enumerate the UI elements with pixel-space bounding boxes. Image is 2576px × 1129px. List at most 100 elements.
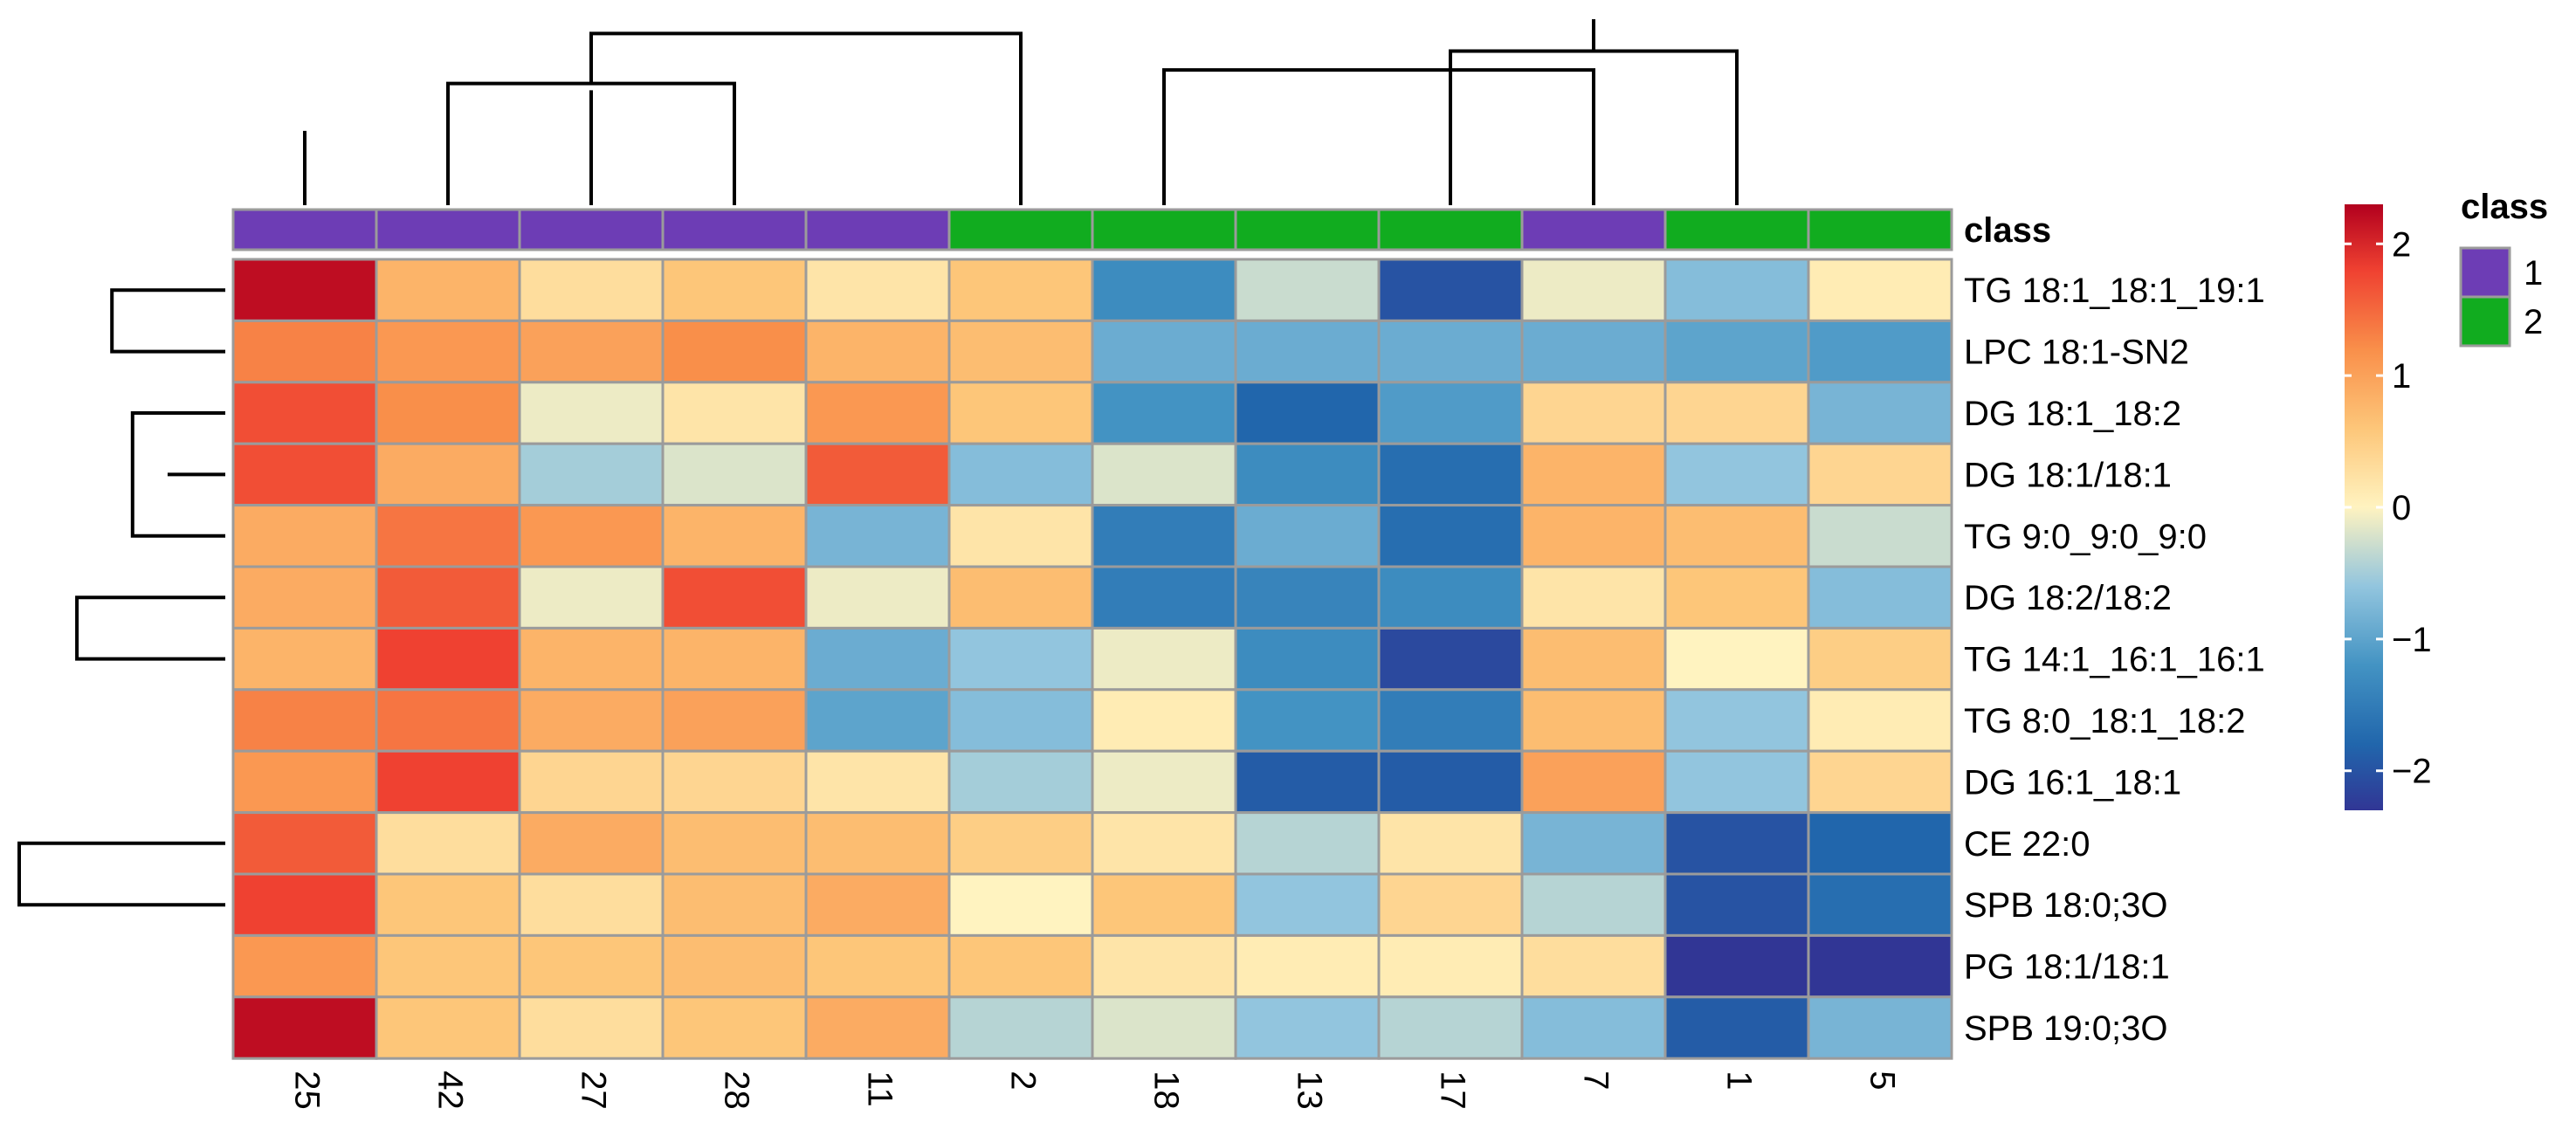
heatmap-cell-r0-c1 [375, 258, 521, 322]
heatmap-cell-r5-c5 [947, 565, 1094, 630]
heatmap-cell-r9-c6 [1091, 811, 1237, 876]
heatmap-cell-r7-c4 [804, 688, 951, 753]
heatmap-cell-r11-c8 [1377, 933, 1524, 999]
row-dendrogram-branch-10 [75, 595, 225, 661]
column-label: 27 [574, 1070, 612, 1110]
column-label: 2 [1003, 1070, 1042, 1090]
heatmap-cell-r12-c5 [947, 995, 1094, 1060]
heatmap-cell-r1-c2 [518, 319, 665, 384]
heatmap-cell-r2-c4 [804, 381, 951, 445]
heatmap-cell-r2-c7 [1234, 381, 1381, 445]
heatmap-cell-r8-c10 [1663, 749, 1810, 815]
heatmap-cell-r7-c7 [1234, 688, 1381, 753]
heatmap-cell-r1-c10 [1663, 319, 1810, 384]
heatmap-cell-r2-c8 [1377, 381, 1524, 445]
column-label: 1 [1719, 1070, 1758, 1090]
heatmap-cell-r12-c7 [1234, 995, 1381, 1060]
heatmap-cell-r11-c10 [1663, 933, 1810, 999]
heatmap-cell-r1-c0 [231, 319, 378, 384]
row-label: SPB 18:0;3O [1964, 886, 2167, 925]
heatmap-cell-r3-c11 [1807, 442, 1953, 507]
row-dendrogram-branch-5 [130, 411, 225, 538]
heatmap-cell-r5-c8 [1377, 565, 1524, 630]
heatmap-cell-r10-c5 [947, 872, 1094, 937]
heatmap-cell-r2-c6 [1091, 381, 1237, 445]
heatmap-cell-r2-c3 [661, 381, 808, 445]
heatmap-cell-r10-c8 [1377, 872, 1524, 937]
heatmap-cell-r3-c10 [1663, 442, 1810, 507]
row-label: TG 8:0_18:1_18:2 [1964, 702, 2245, 740]
heatmap-cell-r0-c8 [1377, 258, 1524, 322]
heatmap-cell-r6-c4 [804, 626, 951, 692]
row-label: SPB 19:0;3O [1964, 1009, 2167, 1048]
heatmap-cell-r9-c11 [1807, 811, 1953, 876]
heatmap-cell-r5-c10 [1663, 565, 1810, 630]
heatmap-cell-r7-c9 [1520, 688, 1667, 753]
heatmap-cell-r6-c3 [661, 626, 808, 692]
heatmap-cell-r4-c8 [1377, 504, 1524, 568]
heatmap-cell-r9-c1 [375, 811, 521, 876]
heatmap-cell-r1-c1 [375, 319, 521, 384]
heatmap-cell-r1-c7 [1234, 319, 1381, 384]
column-label: 17 [1433, 1070, 1471, 1110]
heatmap-cell-r11-c7 [1234, 933, 1381, 999]
heatmap-cell-r8-c6 [1091, 749, 1237, 815]
heatmap-cell-r12-c2 [518, 995, 665, 1060]
heatmap-cell-r12-c9 [1520, 995, 1667, 1060]
heatmap-cell-r11-c5 [947, 933, 1094, 999]
color-bar-tick-label: 2 [2392, 225, 2411, 264]
column-dendrogram-branch-6 [589, 31, 1023, 205]
heatmap-cell-r3-c8 [1377, 442, 1524, 507]
heatmap-cell-r10-c7 [1234, 872, 1381, 937]
color-bar-tick-label: 1 [2392, 357, 2411, 396]
heatmap-cell-r4-c10 [1663, 504, 1810, 568]
heatmap-cell-r8-c1 [375, 749, 521, 815]
heatmap-cell-r7-c5 [947, 688, 1094, 753]
heatmap-cell-r8-c7 [1234, 749, 1381, 815]
heatmap-cell-r2-c2 [518, 381, 665, 445]
heatmap-cell-r11-c1 [375, 933, 521, 999]
heatmap-cell-r2-c5 [947, 381, 1094, 445]
column-dendrogram-branch-10 [1162, 68, 1595, 205]
heatmap-cell-r7-c2 [518, 688, 665, 753]
heatmap-cell-r8-c2 [518, 749, 665, 815]
heatmap-cell-r4-c0 [231, 504, 378, 568]
row-label: DG 18:1_18:2 [1964, 395, 2181, 433]
row-label: LPC 18:1-SN2 [1964, 334, 2189, 372]
row-label: CE 22:0 [1964, 825, 2090, 864]
heatmap-cell-r0-c5 [947, 258, 1094, 322]
heatmap-cell-r4-c6 [1091, 504, 1237, 568]
heatmap-cell-r7-c6 [1091, 688, 1237, 753]
heatmap-cell-r9-c5 [947, 811, 1094, 876]
class-legend-swatch-1 [2459, 246, 2511, 299]
heatmap-cell-r1-c6 [1091, 319, 1237, 384]
heatmap-cell-r0-c11 [1807, 258, 1953, 322]
heatmap-cell-r2-c10 [1663, 381, 1810, 445]
heatmap-cell-r2-c0 [231, 381, 378, 445]
heatmap-cell-r0-c7 [1234, 258, 1381, 322]
heatmap-cell-r5-c1 [375, 565, 521, 630]
heatmap-cell-r3-c6 [1091, 442, 1237, 507]
heatmap-cell-r3-c3 [661, 442, 808, 507]
heatmap-cell-r9-c8 [1377, 811, 1524, 876]
heatmap-cell-r5-c9 [1520, 565, 1667, 630]
heatmap-cell-r11-c3 [661, 933, 808, 999]
class-legend-label: 1 [2524, 254, 2543, 293]
heatmap-cell-r12-c11 [1807, 995, 1953, 1060]
heatmap-cell-r6-c2 [518, 626, 665, 692]
class-annotation-cell-11 [1807, 208, 1953, 251]
heatmap-cell-r9-c2 [518, 811, 665, 876]
class-legend-swatch-2 [2459, 295, 2511, 348]
heatmap-cell-r6-c1 [375, 626, 521, 692]
heatmap-cell-r5-c6 [1091, 565, 1237, 630]
row-label: DG 16:1_18:1 [1964, 763, 2181, 802]
heatmap-cell-r6-c10 [1663, 626, 1810, 692]
column-label: 7 [1576, 1070, 1615, 1090]
row-label: TG 9:0_9:0_9:0 [1964, 518, 2207, 556]
class-annotation-cell-9 [1520, 208, 1667, 251]
heatmap-cell-r9-c0 [231, 811, 378, 876]
heatmap-cell-r11-c11 [1807, 933, 1953, 999]
heatmap-cell-r4-c11 [1807, 504, 1953, 568]
column-label: 13 [1290, 1070, 1328, 1110]
color-bar-tick-label: 0 [2392, 489, 2411, 527]
